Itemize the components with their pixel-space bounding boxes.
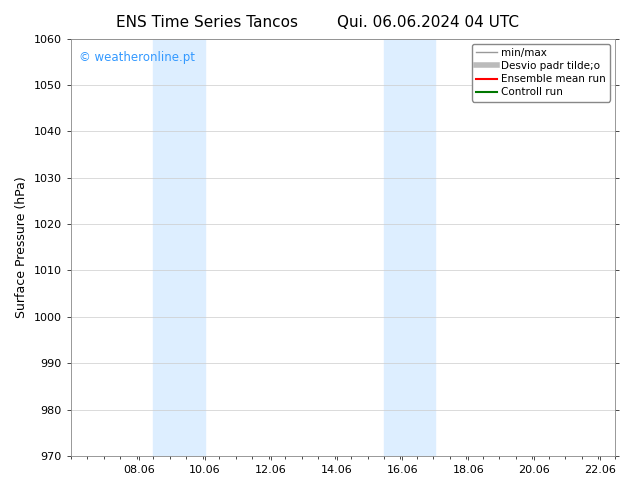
Bar	[153, 39, 205, 456]
Text: ENS Time Series Tancos        Qui. 06.06.2024 04 UTC: ENS Time Series Tancos Qui. 06.06.2024 0…	[115, 15, 519, 30]
Bar	[384, 39, 436, 456]
Y-axis label: Surface Pressure (hPa): Surface Pressure (hPa)	[15, 176, 28, 318]
Legend: min/max, Desvio padr tilde;o, Ensemble mean run, Controll run: min/max, Desvio padr tilde;o, Ensemble m…	[472, 44, 610, 101]
Text: © weatheronline.pt: © weatheronline.pt	[79, 51, 195, 64]
